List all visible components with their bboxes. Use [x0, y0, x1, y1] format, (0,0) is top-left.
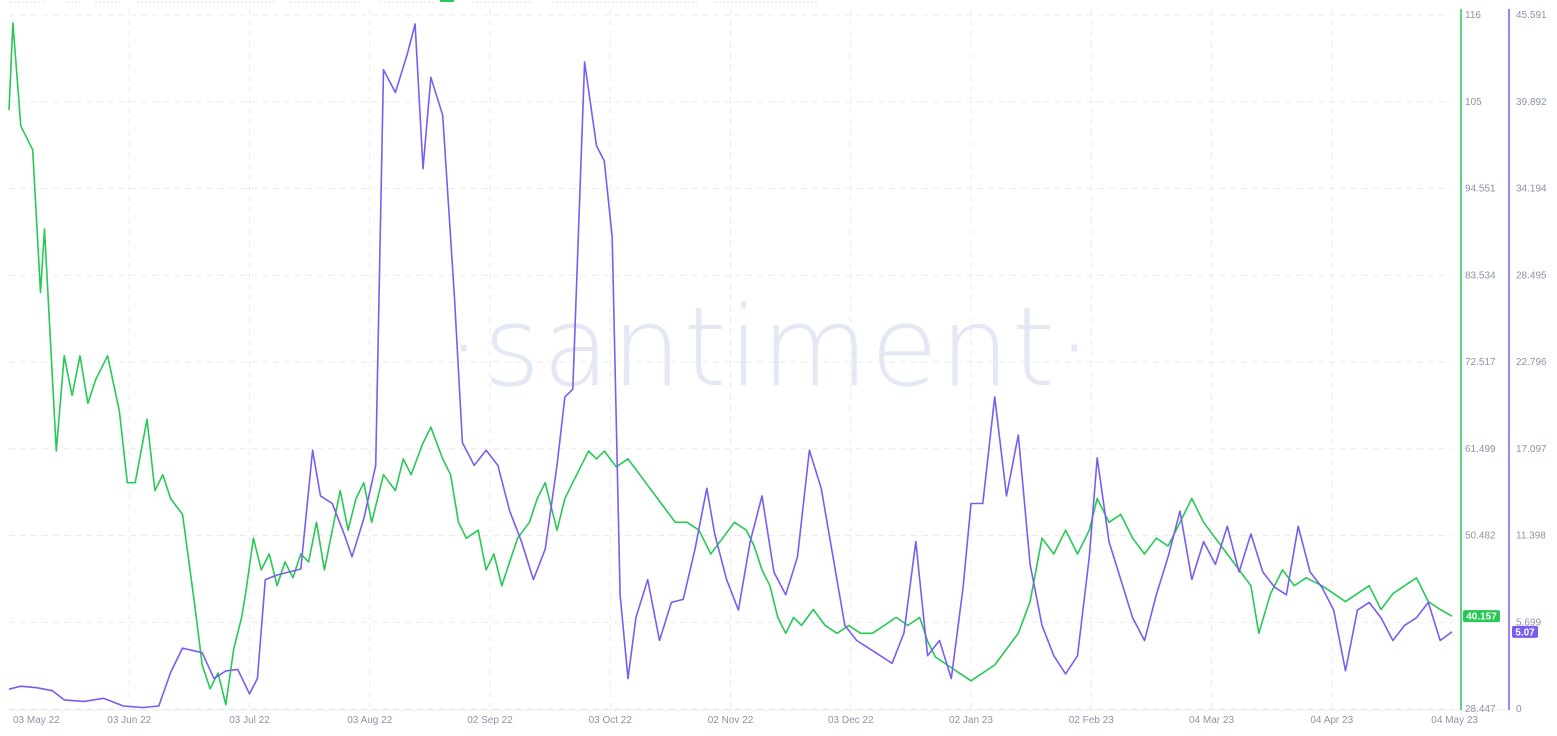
- x-tick-label: 02 Nov 22: [708, 715, 754, 726]
- x-tick-label: 03 Dec 22: [828, 715, 874, 726]
- left-y-tick-label: 28.447: [1465, 704, 1496, 715]
- right-y-tick-label: 11.398: [1516, 531, 1546, 542]
- x-tick-label: 04 May 23: [1431, 715, 1478, 726]
- axis-labels: 03 May 22 03 Jun 22 03 Jul 22 03 Aug 22 02 S…: [13, 10, 1547, 726]
- left-y-tick-label: 83.534: [1465, 270, 1496, 281]
- x-tick-label: 02 Jan 23: [949, 715, 993, 726]
- current-value-badges: 40.157 5.07: [1463, 610, 1538, 638]
- x-tick-label: 02 Feb 23: [1069, 715, 1114, 726]
- left-y-tick-label: 116: [1465, 10, 1481, 21]
- left-y-tick-label: 72.517: [1465, 357, 1496, 368]
- x-tick-label: 03 May 22: [13, 715, 60, 726]
- left-y-tick-label: 94.551: [1465, 184, 1496, 195]
- left-y-tick-label: 105: [1465, 97, 1482, 108]
- x-tick-label: 04 Mar 23: [1189, 715, 1234, 726]
- right-y-tick-label: 17.097: [1516, 444, 1547, 455]
- x-tick-label: 03 Aug 22: [347, 715, 392, 726]
- x-tick-label: 04 Apr 23: [1310, 715, 1353, 726]
- watermark: ·santiment·: [446, 283, 1094, 411]
- x-tick-label: 02 Sep 22: [467, 715, 513, 726]
- series-line-green: [8, 22, 1453, 706]
- right-y-tick-label: 0: [1516, 704, 1522, 715]
- left-y-tick-label: 50.482: [1465, 531, 1496, 542]
- left-y-tick-label: 61.499: [1465, 444, 1496, 455]
- x-tick-label: 03 Oct 22: [589, 715, 633, 726]
- x-tick-label: 03 Jul 22: [229, 715, 270, 726]
- current-value-badge-purple: [1512, 625, 1538, 638]
- right-y-tick-label: 45.591: [1516, 10, 1547, 21]
- series-lines: [8, 22, 1453, 709]
- top-toolbar-tabs: [10, 0, 818, 3]
- right-y-tick-label: 28.495: [1516, 270, 1547, 281]
- x-tick-label: 03 Jun 22: [107, 715, 151, 726]
- current-value-badge-green: [1463, 610, 1500, 623]
- right-y-tick-label: 34.194: [1516, 184, 1547, 195]
- current-value-label: 5.07: [1515, 627, 1535, 638]
- right-y-tick-label: 39.892: [1516, 97, 1547, 108]
- right-y-tick-label: 5.699: [1516, 617, 1541, 628]
- right-y-tick-label: 22.796: [1516, 357, 1547, 368]
- current-value-label: 40.157: [1466, 612, 1497, 623]
- axes: [9, 9, 1510, 711]
- series-line-purple: [8, 23, 1453, 709]
